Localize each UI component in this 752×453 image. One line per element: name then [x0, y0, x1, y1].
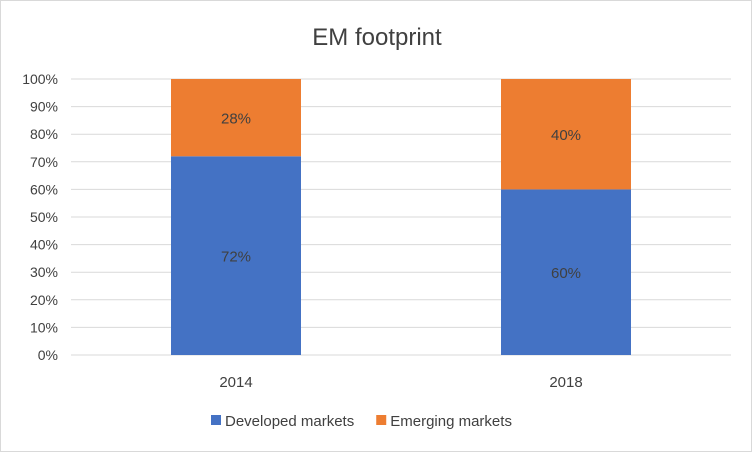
x-axis: 2014 2018 [219, 374, 582, 391]
y-tick-label: 10% [30, 319, 58, 335]
bar-segment [171, 156, 301, 355]
y-tick-label: 90% [30, 99, 58, 115]
gridlines [71, 78, 731, 356]
legend-swatch [376, 415, 387, 425]
bars: 72% 28% 60% 40% [171, 79, 631, 355]
x-category-label: 2018 [549, 374, 582, 391]
legend: Developed markets Emerging markets [211, 413, 512, 430]
y-tick-label: 30% [30, 264, 58, 280]
y-tick-label: 100% [22, 71, 58, 87]
chart-title: EM footprint [312, 24, 442, 51]
legend-item: Emerging markets [376, 413, 512, 430]
legend-item: Developed markets [211, 413, 354, 430]
y-tick-label: 20% [30, 292, 58, 308]
legend-label: Developed markets [225, 413, 354, 430]
y-tick-label: 60% [30, 181, 58, 197]
y-tick-label: 80% [30, 126, 58, 142]
y-tick-label: 40% [30, 237, 58, 253]
legend-swatch [211, 415, 221, 425]
y-tick-label: 0% [38, 347, 58, 363]
y-axis: 0% 10% 20% 30% 40% 50% 60% 70% 80% 90% 100% [22, 71, 58, 363]
legend-label: Emerging markets [390, 413, 512, 430]
data-label: 40% [551, 127, 581, 144]
data-label: 60% [551, 265, 581, 282]
x-category-label: 2014 [219, 374, 252, 391]
bar-segment [501, 189, 631, 355]
y-tick-label: 50% [30, 209, 58, 225]
data-label: 72% [221, 249, 251, 266]
y-tick-label: 70% [30, 154, 58, 170]
bar-segment [501, 79, 631, 190]
data-label: 28% [221, 111, 251, 128]
bar-segment [171, 79, 301, 157]
